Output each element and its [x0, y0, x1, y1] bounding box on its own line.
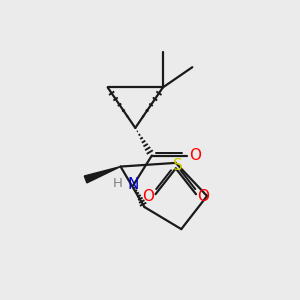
Text: O: O	[189, 148, 201, 163]
Text: S: S	[173, 158, 182, 173]
Text: N: N	[128, 178, 139, 193]
Text: O: O	[142, 188, 154, 203]
Polygon shape	[84, 167, 121, 183]
Text: O: O	[197, 188, 209, 203]
Text: H: H	[113, 177, 123, 190]
